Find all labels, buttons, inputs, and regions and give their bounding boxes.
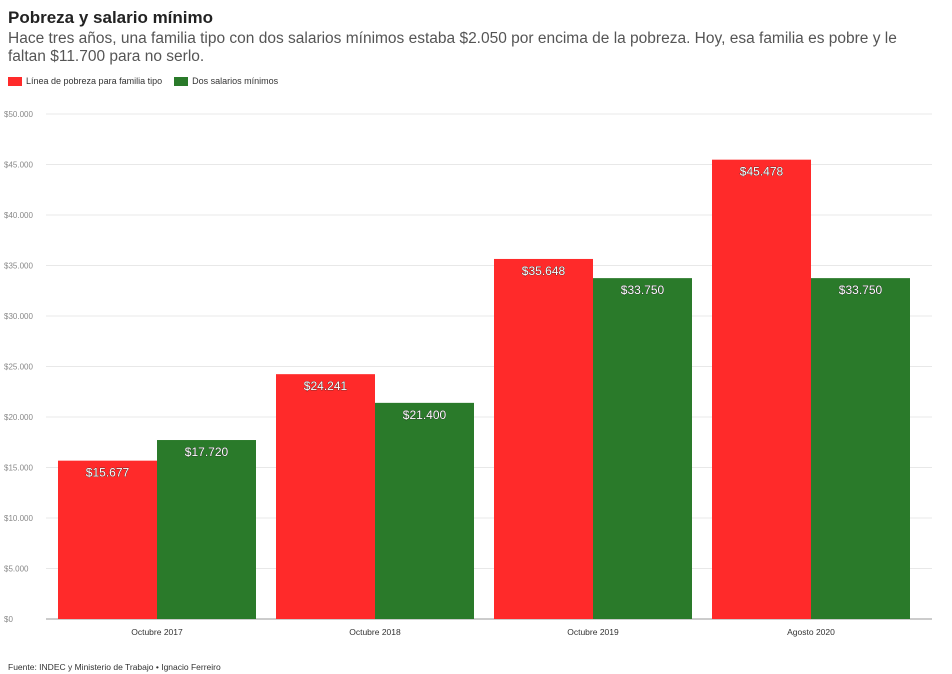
x-tick-label: Octubre 2018 (349, 627, 401, 637)
legend-label-poverty: Línea de pobreza para familia tipo (26, 76, 163, 86)
y-tick-label: $15.000 (4, 464, 33, 473)
y-tick-label: $25.000 (4, 363, 33, 372)
chart-subtitle: Hace tres años, una familia tipo con dos… (8, 30, 897, 65)
data-label: $45.478 (740, 165, 784, 179)
legend-item-poverty: Línea de pobreza para familia tipo (8, 76, 162, 86)
x-tick-label: Octubre 2019 (567, 627, 619, 637)
x-tick-label: Octubre 2017 (131, 627, 183, 637)
source-note: Fuente: INDEC y Ministerio de Trabajo • … (8, 662, 221, 672)
bar-wages (593, 278, 692, 619)
data-label: $21.400 (403, 408, 447, 422)
bar-poverty (712, 159, 811, 620)
bar-poverty (58, 460, 157, 619)
y-tick-label: $0 (4, 615, 13, 624)
chart-title: Pobreza y salario mínimo (8, 8, 214, 27)
data-label: $17.720 (185, 445, 229, 459)
data-label: $35.648 (522, 264, 566, 278)
legend-swatch-poverty (8, 76, 22, 86)
bar-wages (811, 278, 910, 619)
y-tick-label: $45.000 (4, 161, 33, 170)
bar-poverty (276, 374, 375, 619)
y-tick-label: $40.000 (4, 211, 33, 220)
data-label: $15.677 (86, 466, 130, 480)
x-tick-label: Agosto 2020 (787, 627, 835, 637)
y-tick-label: $10.000 (4, 514, 33, 523)
y-tick-label: $5.000 (4, 565, 29, 574)
data-label: $33.750 (621, 283, 665, 297)
y-tick-label: $50.000 (4, 110, 33, 119)
legend: Línea de pobreza para familia tipo Dos s… (8, 76, 278, 86)
data-label: $24.241 (304, 379, 348, 393)
bar-wages (375, 402, 474, 619)
legend-item-wages: Dos salarios mínimos (174, 76, 278, 86)
y-tick-label: $35.000 (4, 262, 33, 271)
data-label: $33.750 (839, 283, 883, 297)
y-tick-label: $30.000 (4, 312, 33, 321)
bar-poverty (494, 258, 593, 619)
bar-wages (157, 440, 256, 619)
legend-label-wages: Dos salarios mínimos (192, 76, 279, 86)
legend-swatch-wages (174, 76, 189, 86)
y-tick-label: $20.000 (4, 413, 33, 422)
